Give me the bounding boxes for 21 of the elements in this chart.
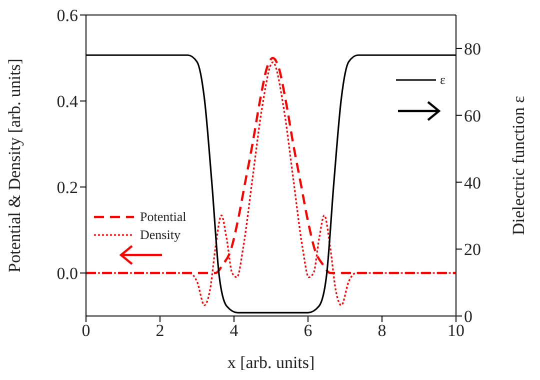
y-tick-label: 0.2 (56, 178, 78, 198)
x-axis-title: x [arb. units] (227, 353, 315, 372)
x-tick-label: 0 (82, 321, 90, 340)
y-tick-label: 0.0 (56, 264, 78, 284)
x-tick-label: 8 (378, 321, 386, 340)
x-tick-label: 2 (156, 321, 164, 340)
y-tick-label: 0.6 (56, 6, 78, 26)
x-tick-label: 6 (304, 321, 312, 340)
x-tick-label: 4 (230, 321, 239, 340)
y-tick-label: 0.4 (56, 92, 78, 112)
y-axis-title: Potential & Density [arb. units] (5, 58, 24, 272)
legend-label: ε (440, 72, 446, 88)
y2-tick-label: 60 (464, 106, 481, 126)
y2-tick-label: 40 (464, 173, 481, 192)
x-tick-label: 10 (448, 321, 464, 340)
y2-tick-label: 80 (464, 39, 481, 58)
legend-label: Density (140, 226, 180, 244)
legend-label: Potential (140, 208, 186, 226)
y2-axis-title: Dielectric function ε (509, 96, 528, 236)
y2-tick-label: 20 (464, 240, 481, 260)
y2-tick-label: 0 (464, 307, 472, 326)
